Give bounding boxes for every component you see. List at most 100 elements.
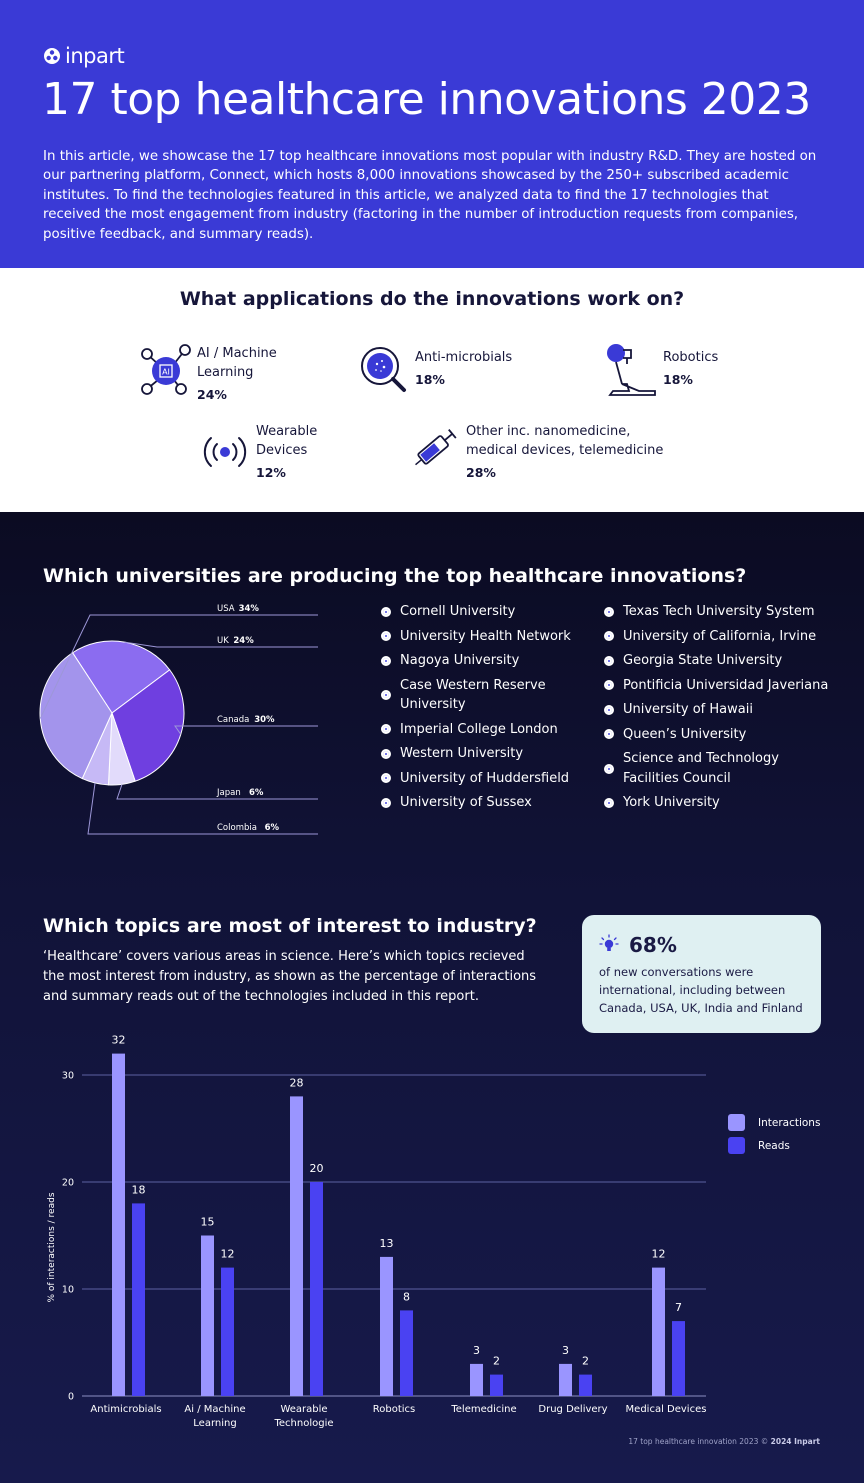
footer-bold: 2024 Inpart — [770, 1437, 820, 1446]
bar-value-label: 13 — [380, 1237, 394, 1250]
university-name: Nagoya University — [400, 653, 520, 668]
pie-value-label: 24% — [233, 636, 254, 646]
app-robotics: Robotics 18% — [605, 344, 718, 398]
pie-value-label: 30% — [254, 715, 275, 725]
pie-leader-line — [116, 784, 318, 800]
bar-interactions — [559, 1363, 572, 1396]
pie-leader-line — [174, 725, 318, 735]
app-label: Wearable Devices — [256, 424, 318, 458]
bar-value-label: 2 — [582, 1355, 589, 1368]
university-item: University of Huddersfield — [381, 769, 571, 789]
svg-text:AI: AI — [162, 368, 170, 377]
bar-value-label: 8 — [403, 1290, 410, 1303]
pie-label: UK — [217, 636, 229, 646]
pie-label: USA — [217, 604, 235, 614]
legend-label: Interactions — [758, 1117, 820, 1129]
bullet-icon — [604, 655, 614, 666]
university-name: Imperial College London — [400, 721, 558, 737]
app-label: AI / Machine Learning — [197, 346, 277, 380]
pie-leader-line — [87, 782, 318, 835]
university-name: University of Huddersfield — [400, 770, 570, 786]
app-percentage: 18% — [663, 372, 693, 387]
app-percentage: 18% — [415, 372, 445, 387]
x-category-label: Telemedicine — [450, 1404, 516, 1415]
university-item: Georgia State University — [604, 651, 834, 671]
app-percentage: 12% — [256, 465, 286, 480]
bar-interactions — [201, 1235, 214, 1396]
bar-reads — [400, 1310, 413, 1396]
y-tick-label: 30 — [62, 1071, 74, 1082]
y-tick-label: 20 — [62, 1178, 74, 1189]
x-category-label: Medical Devices — [626, 1404, 707, 1415]
bullet-icon — [604, 797, 614, 808]
pie-leader-line — [39, 614, 318, 719]
university-item: York University — [604, 793, 834, 813]
university-item: Case Western Reserve University — [381, 676, 571, 715]
university-name: Pontificia Universidad Javeriana — [623, 677, 829, 693]
app-percentage: 28% — [466, 465, 496, 480]
app-label: Other inc. nanomedicine, medical devices… — [466, 424, 664, 458]
pie-value-label: 6% — [249, 788, 264, 798]
pie-slice-usa — [39, 652, 113, 780]
microscope-magnifier-icon — [361, 347, 406, 392]
bar-value-label: 28 — [290, 1076, 304, 1089]
university-name: University Health Network — [400, 628, 571, 644]
signal-broadcast-icon — [203, 437, 247, 467]
bar-value-label: 32 — [112, 1034, 126, 1047]
y-axis-label: % of interactions / reads — [47, 1192, 57, 1302]
pie-slice-uk — [71, 640, 171, 714]
bar-value-label: 3 — [473, 1344, 480, 1357]
x-category-label: Wearable — [280, 1404, 327, 1415]
university-item: Pontificia Universidad Javeriana — [604, 676, 834, 696]
lightbulb-icon — [599, 934, 619, 951]
university-name: Texas Tech University System — [623, 604, 815, 619]
university-item: University of Sussex — [381, 793, 571, 813]
university-item: Texas Tech University System — [604, 602, 834, 622]
app-anti-microbials: Anti-microbials 18% — [357, 344, 512, 398]
bar-reads — [310, 1182, 323, 1396]
x-category-label: Robotics — [373, 1404, 416, 1415]
bar-value-label: 12 — [221, 1248, 235, 1261]
university-name: Case Western Reserve University — [400, 677, 546, 713]
bullet-icon — [381, 773, 391, 784]
bar-interactions — [652, 1267, 665, 1396]
university-name: Queen’s University — [623, 726, 747, 742]
bullet-icon — [604, 680, 614, 691]
bar-interactions — [290, 1096, 303, 1396]
university-name: University of California, Irvine — [623, 628, 817, 644]
x-category-label: Technologie — [273, 1418, 333, 1429]
bullet-icon — [381, 724, 391, 735]
country-pie-chart: USA 34% UK 24% Canada 30% Japan 6% Colombia 6% — [39, 604, 318, 835]
intro-paragraph: In this article, we showcase the 17 top … — [43, 149, 817, 242]
app-other: Other inc. nanomedicine, medical devices… — [408, 422, 663, 482]
applications-section: What applications do the innovations wor… — [0, 268, 864, 512]
bar-interactions — [380, 1256, 393, 1396]
ai-network-icon: AI — [141, 344, 191, 395]
legend-swatch — [728, 1114, 745, 1131]
topics-title: Which topics are most of interest to ind… — [43, 915, 537, 937]
bar-reads — [579, 1374, 592, 1396]
bar-interactions — [470, 1363, 483, 1396]
x-category-label: Antimicrobials — [90, 1404, 161, 1415]
bar-reads — [132, 1203, 145, 1396]
footer-credit: 17 top healthcare innovation 2023 © 2024… — [628, 1437, 820, 1446]
bar-reads — [490, 1374, 503, 1396]
bullet-icon — [604, 606, 614, 617]
bar-value-label: 18 — [132, 1183, 146, 1196]
bar-value-label: 3 — [562, 1344, 569, 1357]
pie-label: Japan — [216, 788, 241, 798]
bullet-icon — [381, 631, 391, 642]
university-item: University Health Network — [381, 627, 571, 647]
bar-value-label: 20 — [310, 1162, 324, 1175]
university-item: Cornell University — [381, 602, 571, 622]
university-item: University of California, Irvine — [604, 627, 834, 647]
stat-text: of new conversations were international,… — [599, 965, 803, 1015]
syringe-icon — [415, 429, 457, 466]
university-name: Georgia State University — [623, 653, 783, 668]
app-percentage: 24% — [197, 387, 227, 402]
university-item: Science and Technology Facilities Counci… — [604, 749, 834, 788]
pie-value-label: 34% — [239, 604, 260, 614]
applications-title: What applications do the innovations wor… — [179, 288, 685, 310]
bullet-icon — [604, 704, 614, 715]
